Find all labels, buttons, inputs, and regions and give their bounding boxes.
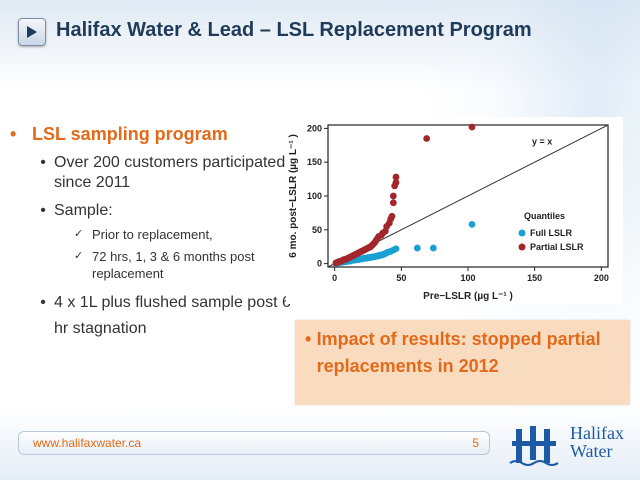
scatter-chart-svg: y = x 0 50 100 150 200 0 50 100 150 200 Pre−LSLR (µ… bbox=[288, 123, 609, 302]
data-point-partial-lslr bbox=[468, 123, 476, 131]
sub-bullet-item: ✓ Prior to replacement, bbox=[10, 226, 300, 243]
x-tick-label: 100 bbox=[460, 273, 475, 283]
legend-label: Partial LSLR bbox=[530, 242, 584, 252]
checkmark-icon: ✓ bbox=[74, 228, 84, 240]
callout-text: Impact of results: stopped partial repla… bbox=[316, 329, 601, 376]
data-point-full-lslr bbox=[392, 245, 400, 253]
data-point-partial-lslr bbox=[392, 173, 400, 181]
data-point-partial-lslr bbox=[388, 212, 396, 220]
sub-bullet-text: 72 hrs, 1, 3 & 6 months post replacement bbox=[92, 249, 255, 281]
y-tick-label: 150 bbox=[307, 157, 322, 167]
x-tick-label: 0 bbox=[332, 273, 337, 283]
play-triangle-icon bbox=[27, 26, 37, 38]
legend-label: Full LSLR bbox=[530, 228, 572, 238]
logo-line-1: Halifax bbox=[570, 423, 624, 443]
sub-bullet-item: ✓ 72 hrs, 1, 3 & 6 months post replaceme… bbox=[10, 248, 300, 282]
data-point-partial-lslr bbox=[389, 199, 397, 207]
data-point-full-lslr bbox=[429, 244, 437, 252]
x-axis-label: Pre−LSLR (µg L⁻¹ ) bbox=[423, 291, 513, 302]
data-point-partial-lslr bbox=[392, 179, 400, 186]
bullet-dot: • bbox=[10, 124, 17, 144]
bullet-main: • LSL sampling program bbox=[10, 124, 300, 145]
reference-line-label: y = x bbox=[532, 137, 552, 147]
x-tick-label: 50 bbox=[396, 273, 406, 283]
bullet-item: • Over 200 customers participated since … bbox=[10, 153, 300, 193]
bullet-item-text: Sample: bbox=[54, 202, 113, 219]
data-point-full-lslr bbox=[413, 244, 421, 252]
bullet-main-text: LSL sampling program bbox=[32, 124, 228, 144]
logo-wordmark: Halifax Water bbox=[570, 424, 624, 460]
checkmark-icon: ✓ bbox=[74, 250, 84, 262]
y-tick-label: 100 bbox=[307, 191, 322, 201]
legend-marker bbox=[518, 229, 526, 237]
bullet-dot: • bbox=[40, 202, 46, 219]
page-number: 5 bbox=[472, 436, 479, 450]
bullet-dot: • bbox=[40, 154, 46, 171]
y-tick-label: 0 bbox=[317, 259, 322, 269]
footer-bar: www.halifaxwater.ca 5 bbox=[18, 431, 490, 455]
callout-box: • Impact of results: stopped partial rep… bbox=[295, 320, 630, 405]
callout-row: • Impact of results: stopped partial rep… bbox=[305, 326, 620, 380]
bullet-dot: • bbox=[305, 329, 312, 349]
bullet-item: • 4 x 1L plus flushed sample post 6 hr s… bbox=[10, 290, 300, 342]
legend-marker bbox=[518, 243, 526, 251]
bullet-item: • Sample: bbox=[10, 201, 300, 221]
bullet-dot: • bbox=[40, 294, 46, 311]
bullet-item-text: 4 x 1L plus flushed sample post 6 hr sta… bbox=[54, 294, 291, 337]
sub-bullet-text: Prior to replacement, bbox=[92, 227, 213, 242]
logo-line-2: Water bbox=[570, 441, 613, 461]
y-tick-label: 50 bbox=[312, 225, 322, 235]
data-point-full-lslr bbox=[468, 221, 476, 228]
slide-title: Halifax Water & Lead – LSL Replacement P… bbox=[56, 19, 532, 41]
data-point-partial-lslr bbox=[423, 135, 431, 142]
play-button[interactable] bbox=[18, 18, 46, 46]
halifax-water-logo-icon bbox=[509, 426, 559, 466]
bullet-item-text: Over 200 customers participated since 20… bbox=[54, 154, 286, 191]
data-point-partial-lslr bbox=[389, 192, 397, 200]
y-axis-label: 6 mo. post−LSLR (µg L⁻¹ ) bbox=[288, 134, 299, 258]
footer-url-link[interactable]: www.halifaxwater.ca bbox=[33, 436, 142, 450]
legend-title: Quantiles bbox=[524, 211, 565, 221]
bullet-list: • LSL sampling program • Over 200 custom… bbox=[10, 124, 300, 342]
x-tick-label: 150 bbox=[527, 273, 542, 283]
x-tick-label: 200 bbox=[594, 273, 609, 283]
scatter-chart: y = x 0 50 100 150 200 0 50 100 150 200 Pre−LSLR (µ… bbox=[286, 117, 623, 304]
y-tick-label: 200 bbox=[307, 123, 322, 133]
